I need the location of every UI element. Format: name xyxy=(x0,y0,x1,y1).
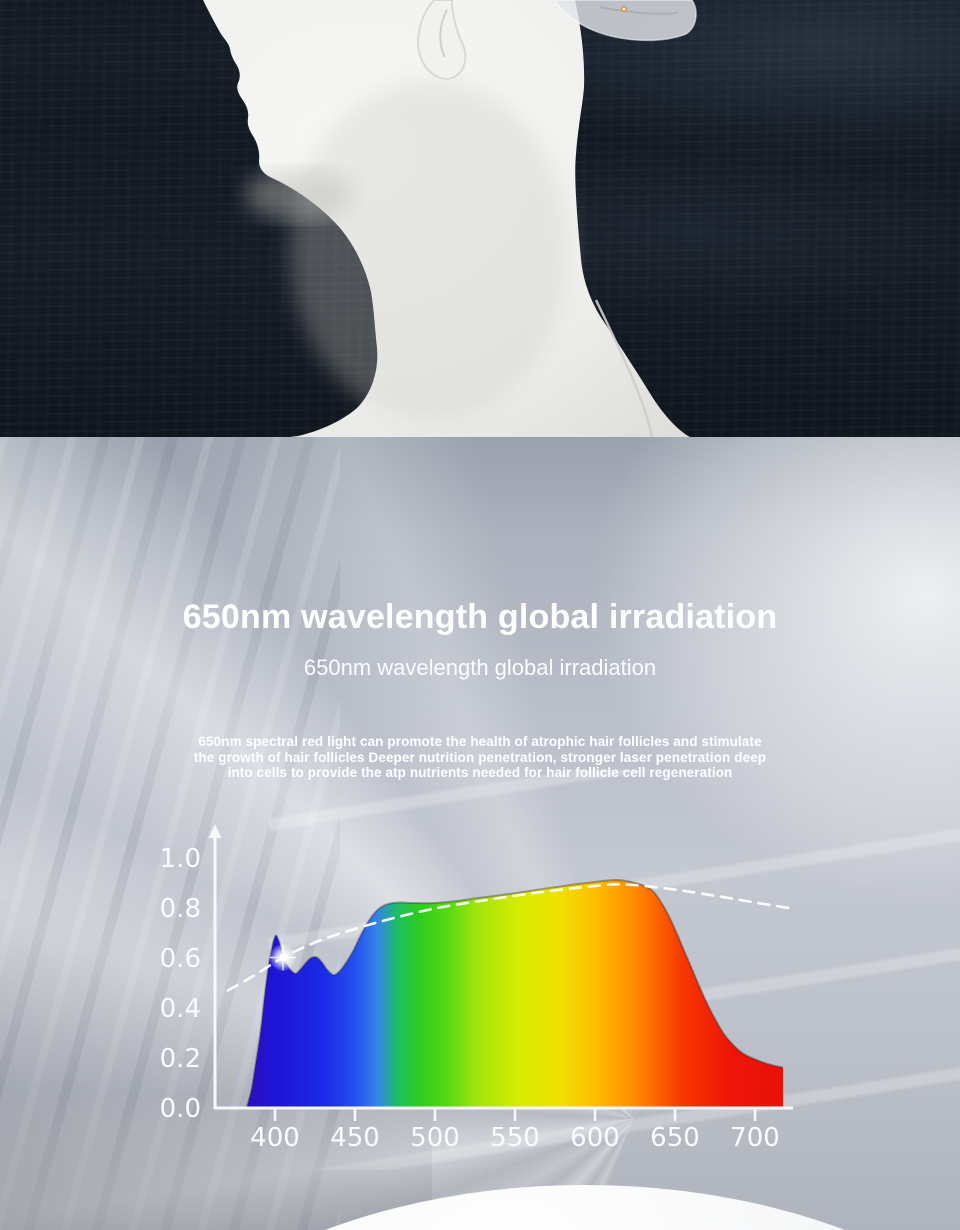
ear-shape xyxy=(417,0,467,80)
visor-glint-core xyxy=(622,7,626,11)
x-tick-label: 500 xyxy=(410,1123,460,1153)
y-tick-label: 0.4 xyxy=(160,994,201,1024)
y-tick-label: 0.6 xyxy=(160,944,201,974)
y-axis-arrow-icon xyxy=(208,824,222,838)
x-tick-label: 650 xyxy=(650,1123,700,1153)
head-device-visor xyxy=(553,0,697,42)
x-tick-label: 600 xyxy=(570,1123,620,1153)
y-tick-label: 1.0 xyxy=(160,844,201,874)
spectrum-chart: 400 450 500 550 600 650 700 1.0 0.8 0.6 0.4 0.2 0.0 xyxy=(160,824,793,1153)
envelope-dashed-line xyxy=(226,882,790,992)
mannequin-bust-image xyxy=(203,0,697,437)
glow-marker-core xyxy=(279,953,287,962)
x-tick-label: 700 xyxy=(730,1123,780,1153)
ear-inner-fold xyxy=(439,9,448,58)
y-tick-label: 0.8 xyxy=(160,894,201,924)
paragraph-line: into cells to provide the atp nutrients … xyxy=(227,765,733,780)
y-tick-label: 0.0 xyxy=(160,1094,201,1124)
neck-shading xyxy=(290,80,570,420)
section-subtitle: 650nm wavelength global irradiation xyxy=(303,655,657,680)
section-title: 650nm wavelength global irradiation xyxy=(182,598,778,636)
hero-section xyxy=(0,0,960,437)
x-tick-label: 550 xyxy=(490,1123,540,1153)
section-paragraph: 650nm spectral red light can promote the… xyxy=(0,734,960,781)
y-tick-label: 0.2 xyxy=(160,1044,201,1074)
visor-edge-line xyxy=(599,6,679,15)
spectrum-area xyxy=(247,879,783,1108)
spectrum-top-edge xyxy=(246,878,784,1107)
paragraph-line: the growth of hair follicles Deeper nutr… xyxy=(193,749,767,765)
shoulder-crease xyxy=(594,299,654,437)
paragraph-line: 650nm spectral red light can promote the… xyxy=(198,734,762,749)
chin-shadow xyxy=(245,169,355,221)
x-tick-label: 450 xyxy=(330,1123,380,1153)
x-tick-label: 400 xyxy=(250,1123,300,1153)
